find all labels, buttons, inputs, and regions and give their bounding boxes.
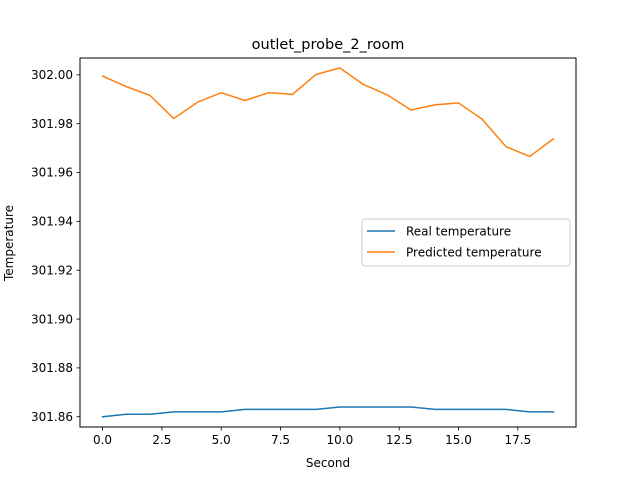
y-tick-label: 302.00: [31, 68, 73, 82]
x-tick-label: 7.5: [271, 433, 290, 447]
y-tick-label: 301.86: [31, 410, 73, 424]
legend-label-0: Real temperature: [406, 225, 511, 239]
y-tick-label: 301.94: [31, 215, 73, 229]
y-tick-label: 301.98: [31, 117, 73, 131]
series-line-0: [101, 406, 555, 418]
x-axis: 0.0 2.5 5.0 7.5 10.0 12.5 15.0 17.5: [93, 427, 531, 447]
legend-label-1: Predicted temperature: [406, 246, 542, 260]
series-line-1: [101, 67, 555, 158]
x-tick-label: 5.0: [212, 433, 231, 447]
y-tick-label: 301.88: [31, 361, 73, 375]
series-layer: [101, 67, 555, 418]
legend-box: [361, 218, 571, 267]
y-tick-label: 301.92: [31, 263, 73, 277]
x-tick-label: 0.0: [93, 433, 112, 447]
y-tick-label: 301.96: [31, 166, 73, 180]
y-axis: 301.86 301.88 301.90 301.92 301.94 301.96 301.…: [31, 68, 80, 424]
x-tick-label: 17.5: [504, 433, 531, 447]
x-tick-label: 10.0: [327, 433, 354, 447]
legend: Real temperature Predicted temperature: [361, 218, 571, 267]
y-tick-label: 301.90: [31, 312, 73, 326]
x-tick-label: 12.5: [386, 433, 413, 447]
y-axis-label: Temperature: [2, 205, 16, 282]
x-axis-label: Second: [306, 456, 350, 470]
chart-title: outlet_probe_2_room: [252, 37, 405, 53]
plot-frame: [79, 57, 577, 428]
x-tick-label: 15.0: [445, 433, 472, 447]
x-tick-label: 2.5: [152, 433, 171, 447]
